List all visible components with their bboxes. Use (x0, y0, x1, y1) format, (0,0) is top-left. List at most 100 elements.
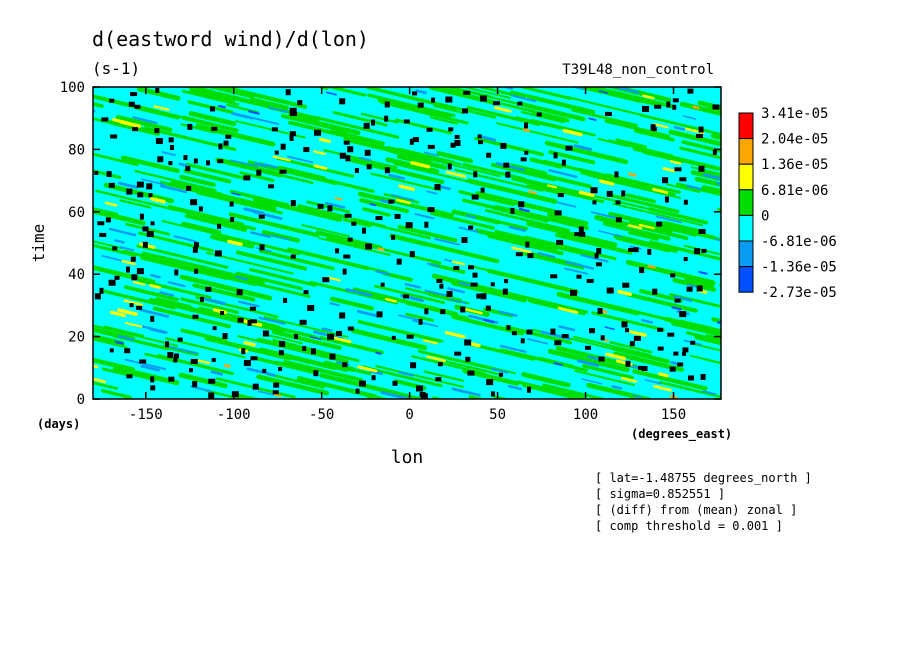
missing-patch (670, 273, 676, 278)
missing-patch (576, 274, 582, 279)
missing-patch (427, 207, 435, 213)
missing-patch (467, 265, 474, 270)
contour-high-positive (720, 120, 721, 124)
missing-patch (217, 159, 224, 164)
contour-negative (508, 225, 526, 232)
contour-high-positive (116, 308, 138, 316)
missing-patch (647, 248, 652, 255)
contour-positive (93, 338, 128, 349)
contour-positive (561, 189, 596, 200)
contour-high-positive (605, 352, 626, 361)
contour-positive (323, 149, 398, 169)
missing-patch (366, 164, 372, 170)
missing-patch (682, 351, 687, 356)
contour-negative (686, 283, 698, 288)
contour-positive (179, 274, 273, 301)
missing-patch (190, 199, 198, 206)
contour-negative (723, 101, 748, 107)
missing-patch (698, 165, 705, 172)
missing-patch (230, 216, 235, 222)
contour-positive (185, 162, 247, 180)
x-axis-label: lon (391, 447, 424, 468)
contour-positive (635, 219, 676, 232)
contour-positive (383, 193, 420, 204)
contour-very-high-positive (223, 364, 231, 368)
contour-negative (510, 94, 537, 103)
contour-positive (93, 117, 116, 126)
missing-patch (476, 293, 481, 299)
missing-patch (106, 171, 112, 178)
missing-patch (339, 152, 346, 159)
missing-patch (700, 373, 706, 380)
contour-positive (315, 176, 375, 193)
contour-positive (492, 394, 511, 399)
contour-positive (577, 167, 650, 188)
missing-patch (460, 306, 466, 313)
missing-patch (473, 171, 478, 178)
contour-positive (211, 231, 301, 256)
missing-patch (150, 385, 156, 391)
contour-positive (405, 406, 488, 426)
missing-patch (621, 321, 628, 328)
contour-very-high-positive (647, 264, 656, 269)
contour-positive (496, 122, 579, 144)
missing-patch (124, 348, 131, 354)
missing-patch (345, 155, 351, 162)
missing-patch (131, 274, 138, 281)
contour-positive (634, 128, 676, 142)
missing-patch (493, 101, 501, 106)
missing-patch (410, 362, 417, 369)
contour-positive (249, 97, 289, 111)
x-tick-label: 150 (661, 407, 686, 423)
contour-positive (258, 249, 335, 271)
contour-positive (180, 328, 228, 343)
contour-positive (604, 119, 670, 138)
missing-patch (148, 193, 153, 198)
x-tick-label: 0 (405, 407, 413, 423)
contour-very-high-positive (602, 310, 608, 314)
contour-strong-negative (483, 318, 495, 324)
contour-positive (371, 323, 444, 343)
missing-patch (486, 379, 494, 386)
missing-patch (526, 329, 533, 335)
contour-positive (370, 172, 442, 192)
contour-positive (136, 244, 229, 269)
contour-positive (226, 103, 259, 114)
contour-positive (442, 103, 497, 119)
colorbar-label: 6.81e-06 (761, 183, 828, 199)
missing-patch (223, 140, 229, 146)
contour-positive (602, 221, 671, 241)
missing-patch (394, 213, 401, 219)
colorbar-label: 2.04e-05 (761, 132, 828, 148)
contour-high-positive (333, 336, 352, 344)
contour-positive (143, 255, 183, 268)
missing-patch (440, 309, 446, 315)
missing-patch (435, 377, 442, 382)
missing-patch (314, 129, 322, 136)
contour-strong-negative (325, 91, 337, 96)
missing-patch (376, 311, 383, 318)
missing-patch (364, 149, 371, 156)
contour-positive (377, 98, 451, 119)
missing-patch (461, 237, 468, 244)
contour-negative (161, 151, 176, 157)
contour-positive (358, 140, 451, 165)
contour-positive (309, 280, 399, 305)
contour-high-positive (493, 106, 512, 113)
contour-negative (388, 173, 406, 180)
colorbar-swatch (738, 266, 754, 293)
contour-positive (389, 233, 428, 247)
colorbar-label: -1.36e-05 (761, 260, 837, 276)
missing-patch (589, 328, 596, 334)
colorbar-legend: 3.41e-05 2.04e-05 1.36e-05 6.81e-06 0 -6.81e-… (738, 106, 837, 301)
missing-patch (687, 88, 694, 94)
contour-positive (239, 171, 275, 182)
contour-negative (611, 385, 623, 390)
missing-patch (388, 199, 395, 204)
contour-positive (396, 154, 448, 170)
x-tick-label: -150 (129, 407, 163, 423)
missing-patch (654, 104, 662, 109)
contour-positive (629, 220, 673, 233)
contour-positive (522, 252, 585, 270)
missing-patch (193, 158, 198, 164)
